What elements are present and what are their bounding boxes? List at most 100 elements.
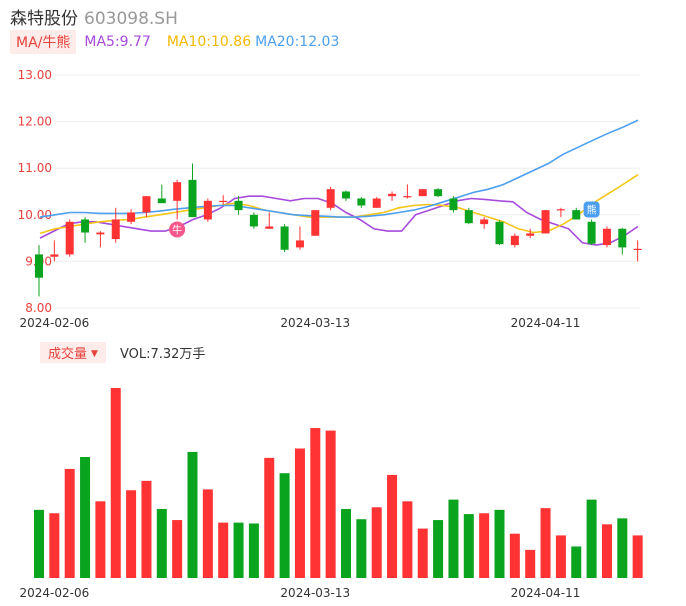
candle	[111, 219, 120, 240]
candle	[142, 196, 151, 213]
volume-bar	[95, 501, 106, 578]
ma-legend: MA/牛熊 MA5:9.77 MA10:10.86 MA20:12.03	[10, 30, 339, 54]
volume-bar	[156, 508, 167, 578]
candle	[219, 200, 228, 203]
volume-bar	[387, 474, 398, 578]
volume-bar	[49, 513, 60, 578]
volume-bar	[402, 501, 413, 578]
volume-bar	[126, 490, 137, 578]
volume-bar	[141, 480, 152, 578]
stock-title: 森特股份 603098.SH	[10, 4, 178, 29]
volume-bar	[540, 508, 551, 578]
volume-bar	[494, 509, 505, 578]
ma-toggle-button[interactable]: MA/牛熊	[10, 30, 77, 54]
ma10-legend: MA10:10.86	[166, 34, 252, 50]
y-tick-label: 11.00	[18, 161, 52, 175]
candle	[556, 209, 565, 211]
volume-bar	[341, 508, 351, 578]
candle	[495, 221, 504, 245]
candle	[464, 210, 473, 224]
candle	[572, 210, 581, 220]
candle	[295, 240, 304, 248]
bull-marker	[169, 221, 186, 238]
stock-code: 603098.SH	[84, 9, 178, 29]
x-tick-label: 2024-04-11	[511, 316, 581, 330]
volume-bar	[172, 520, 183, 578]
volume-bar	[325, 430, 336, 578]
volume-bar	[586, 499, 597, 578]
ma20-line	[39, 119, 639, 218]
volume-bar	[417, 528, 428, 578]
candle	[357, 198, 366, 206]
volume-bar	[525, 549, 536, 578]
volume-x-tick-label: 2024-02-06	[19, 586, 89, 600]
volume-bar	[433, 520, 444, 578]
volume-indicator-label: 成交量	[48, 346, 88, 362]
y-tick-label: 10.00	[18, 208, 52, 222]
candle	[618, 228, 627, 248]
y-tick-label: 12.00	[18, 115, 52, 129]
volume-bar	[80, 457, 91, 578]
bull-marker-label: 牛	[172, 223, 182, 236]
candle	[173, 182, 182, 201]
candle	[249, 214, 258, 227]
candle	[434, 189, 443, 197]
volume-bar	[110, 388, 121, 578]
volume-bar	[463, 514, 474, 578]
volume-legend: 成交量 ▼ VOL:7.32万手	[40, 341, 206, 363]
volume-bar	[64, 468, 75, 578]
volume-bar	[571, 546, 582, 578]
y-tick-label: 8.00	[25, 301, 52, 315]
y-tick-label: 13.00	[18, 68, 52, 82]
volume-bar	[279, 473, 290, 578]
volume-bar	[34, 509, 44, 578]
candle	[35, 254, 43, 278]
volume-bar	[218, 522, 229, 578]
volume-value: VOL:7.32万手	[119, 346, 206, 362]
volume-bar	[448, 499, 459, 578]
volume-bar	[202, 489, 213, 578]
bear-marker	[583, 201, 600, 218]
candle	[127, 212, 136, 222]
ma20-legend: MA20:12.03	[255, 34, 340, 50]
volume-bar	[233, 522, 244, 578]
candle	[480, 219, 489, 225]
volume-bar	[356, 519, 367, 578]
candle	[50, 254, 59, 257]
candle	[342, 191, 350, 199]
candle	[280, 226, 289, 250]
volume-x-tick-label: 2024-03-13	[280, 586, 350, 600]
candle	[96, 232, 105, 235]
ma5-line	[39, 195, 639, 246]
candle	[203, 200, 212, 220]
candle	[234, 200, 243, 211]
candle	[403, 196, 412, 198]
candle	[526, 233, 535, 236]
candle	[449, 198, 458, 211]
x-tick-label: 2024-03-13	[280, 316, 350, 330]
candle	[265, 226, 274, 229]
bear-marker-label: 熊	[587, 203, 597, 216]
candle	[587, 221, 596, 244]
candle	[541, 210, 550, 234]
candle	[65, 221, 74, 255]
candle	[157, 198, 166, 204]
volume-bar	[294, 448, 305, 578]
volume-bar	[601, 524, 612, 578]
volume-x-tick-label: 2024-04-11	[511, 586, 581, 600]
candle	[311, 210, 320, 236]
candle	[418, 189, 427, 197]
volume-bar	[479, 513, 490, 578]
volume-bar	[509, 533, 520, 578]
candle	[81, 219, 90, 233]
volume-bar	[371, 507, 382, 578]
candle	[326, 189, 335, 208]
candle	[388, 193, 397, 197]
volume-indicator-button[interactable]: 成交量 ▼	[40, 341, 106, 363]
candle	[510, 235, 519, 246]
candle	[602, 228, 611, 246]
candle	[188, 179, 197, 218]
x-tick-label: 2024-02-06	[19, 316, 89, 330]
volume-bar	[632, 535, 643, 578]
